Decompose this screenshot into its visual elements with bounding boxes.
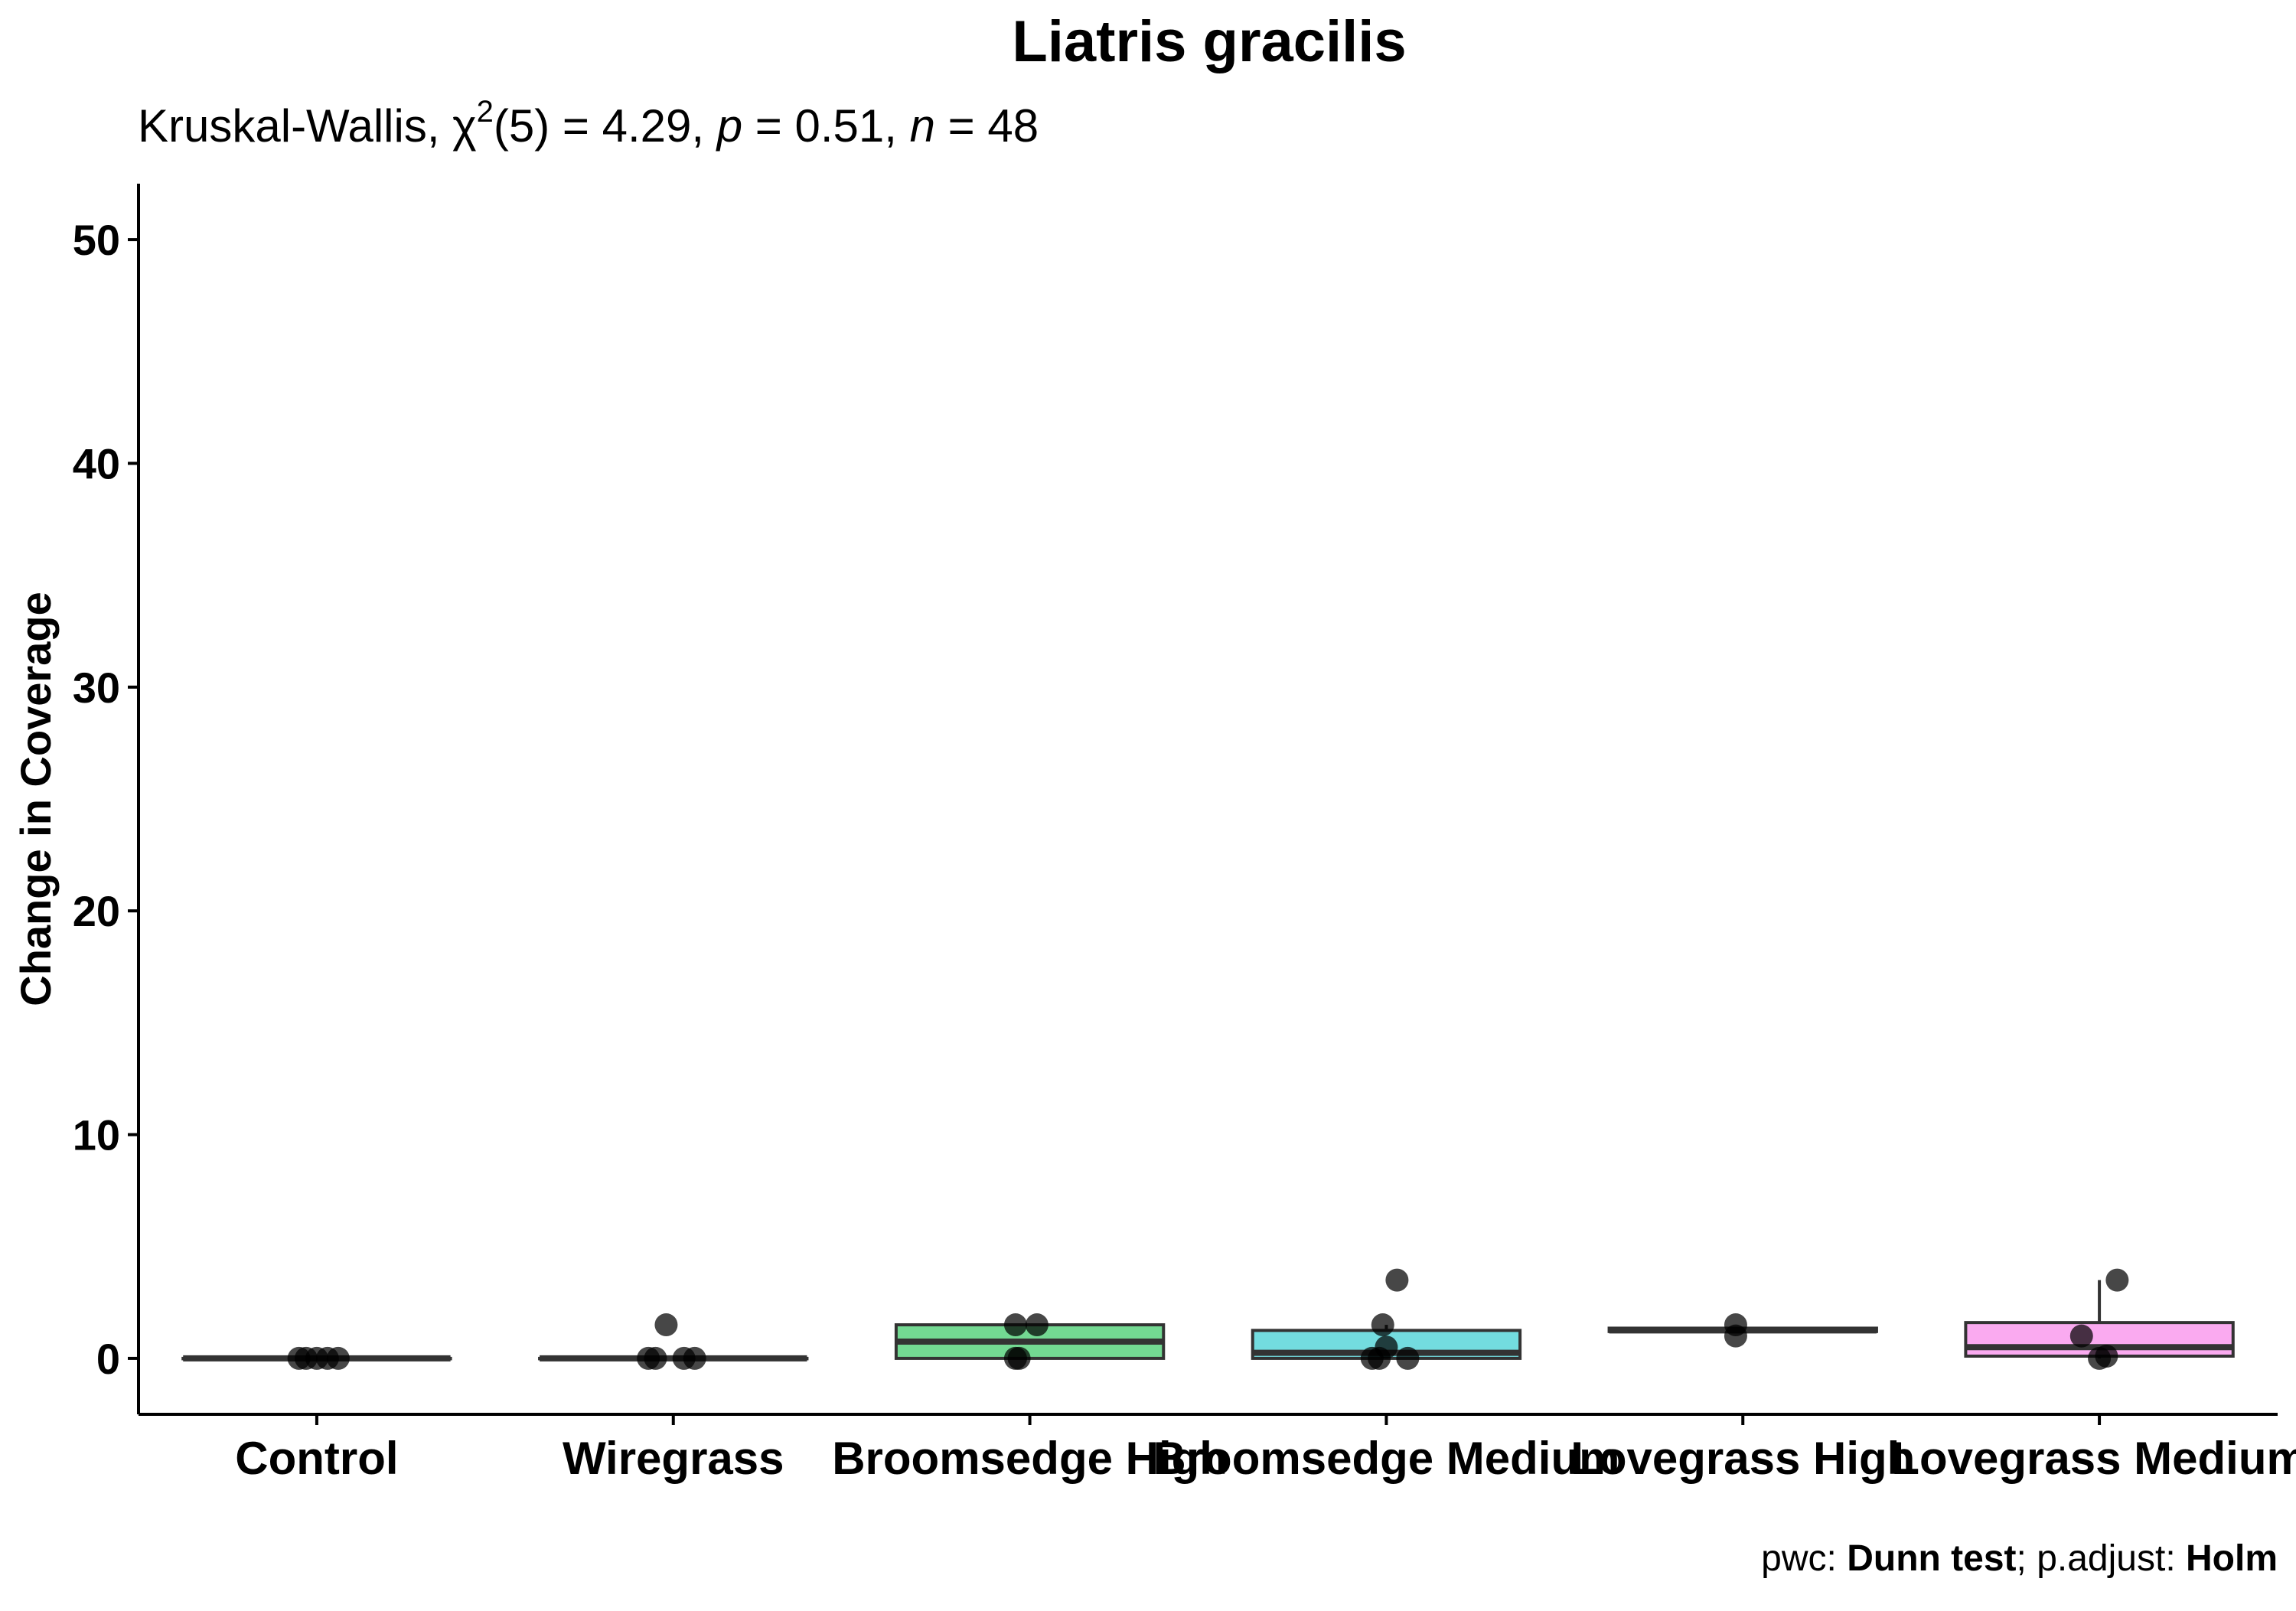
y-axis-ticks: 0 10 20 30 40 50 (73, 216, 139, 1383)
chart-title: Liatris gracilis (1012, 9, 1406, 74)
chart-subtitle: Kruskal-Wallis, χ2(5) = 4.29, p = 0.51, … (138, 95, 1039, 152)
subtitle-n-value: = 48 (935, 100, 1039, 152)
data-point (637, 1346, 660, 1370)
x-tick-label: Lovegrass High (1570, 1433, 1915, 1484)
box-group (181, 1346, 452, 1370)
y-tick-label: 50 (73, 216, 120, 264)
data-point (326, 1346, 350, 1370)
x-tick-label: Wiregrass (563, 1433, 784, 1484)
plot-area (181, 1268, 2235, 1370)
y-tick-label: 40 (73, 439, 120, 488)
x-tick-label: Broomsedge High (832, 1433, 1228, 1484)
chart-caption: pwc: Dunn test; p.adjust: Holm (1761, 1538, 2278, 1579)
data-point (1396, 1346, 1420, 1370)
x-tick-label: Control (235, 1433, 398, 1484)
data-point (1007, 1346, 1031, 1370)
box-group (1607, 1313, 1878, 1348)
data-point (683, 1346, 706, 1370)
x-tick-label: Broomsedge Medium (1153, 1433, 1619, 1484)
data-point (2069, 1324, 2093, 1348)
box-group (538, 1313, 809, 1370)
data-point (1368, 1346, 1391, 1370)
subtitle-df: (5) = 4.29, (494, 100, 717, 152)
y-tick-label: 20 (73, 887, 120, 935)
x-tick-label: Lovegrass Medium (1891, 1433, 2296, 1484)
caption-pwc-label: pwc: (1761, 1538, 1847, 1579)
x-axis-ticks: Control Wiregrass Broomsedge HighBroomsedg… (235, 1414, 2296, 1484)
data-point (1025, 1313, 1049, 1337)
subtitle-n-symbol: n (910, 100, 935, 152)
subtitle-chi: χ (452, 100, 477, 152)
subtitle-chi-sup: 2 (477, 95, 494, 129)
data-point (1003, 1313, 1027, 1337)
subtitle-p-value: = 0.51, (742, 100, 910, 152)
caption-pwc-method: Dunn test (1847, 1538, 2016, 1579)
data-point (2105, 1268, 2129, 1292)
box-group (1964, 1268, 2235, 1370)
data-point (1724, 1324, 1747, 1348)
box-group (894, 1313, 1166, 1370)
data-point (2088, 1346, 2112, 1370)
data-point (294, 1346, 318, 1370)
data-point (1371, 1313, 1394, 1337)
box-group (1251, 1268, 1522, 1370)
data-point (654, 1313, 678, 1337)
subtitle-p-symbol: p (716, 100, 742, 152)
caption-separator: ; p.adjust: (2017, 1538, 2186, 1579)
data-point (1385, 1268, 1409, 1292)
y-axis-label: Change in Coverage (11, 592, 60, 1006)
y-tick-label: 10 (73, 1111, 120, 1159)
subtitle-prefix: Kruskal-Wallis, (138, 100, 452, 152)
caption-adjust-method: Holm (2186, 1538, 2278, 1579)
y-tick-label: 30 (73, 664, 120, 712)
y-tick-label: 0 (96, 1335, 120, 1383)
